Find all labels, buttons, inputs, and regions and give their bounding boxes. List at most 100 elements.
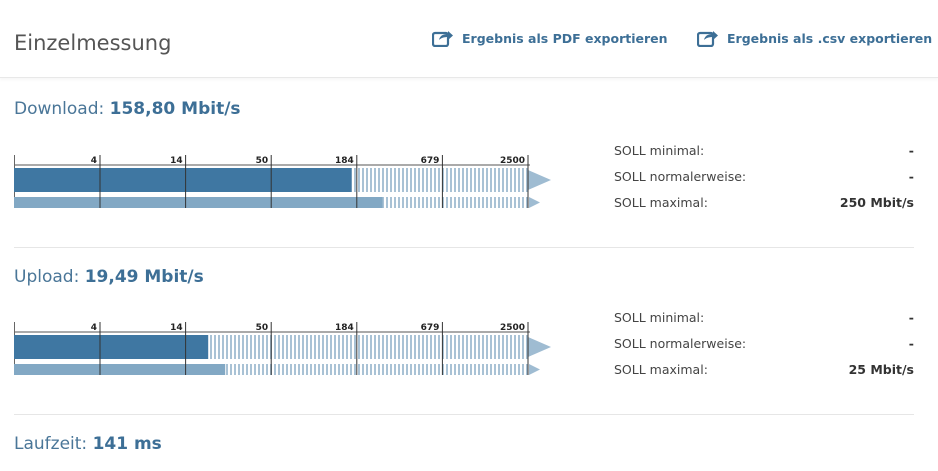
stripe: [462, 197, 464, 208]
stripe: [510, 335, 512, 359]
stripe: [366, 168, 368, 192]
upload-title: Upload: 19,49 Mbit/s: [14, 267, 204, 287]
stripe: [386, 168, 388, 192]
stripe: [446, 168, 448, 192]
stripe: [318, 364, 320, 375]
stripe: [386, 364, 388, 375]
soll-label: SOLL normalerweise:: [614, 169, 747, 184]
soll-label: SOLL minimal:: [614, 143, 705, 158]
soll-value: -: [908, 143, 914, 158]
stripe: [458, 168, 460, 192]
stripe: [442, 197, 444, 208]
stripe: [322, 364, 324, 375]
stripe: [470, 197, 472, 208]
stripe: [438, 364, 440, 375]
stripe: [474, 197, 476, 208]
stripe: [286, 364, 288, 375]
upload-value: 19,49 Mbit/s: [84, 267, 204, 287]
stripe: [506, 335, 508, 359]
stripe: [290, 335, 292, 359]
stripe: [394, 364, 396, 375]
stripe: [350, 364, 352, 375]
stripe: [286, 335, 288, 359]
stripe: [334, 335, 336, 359]
download-title: Download: 158,80 Mbit/s: [14, 99, 241, 119]
stripe: [478, 197, 480, 208]
stripe: [526, 168, 528, 192]
stripe: [522, 335, 524, 359]
download-soll-minimal: SOLL minimal: -: [614, 143, 914, 161]
stripe: [382, 168, 384, 192]
stripe: [522, 364, 524, 375]
scale-arrow: [528, 337, 551, 357]
stripe: [406, 335, 408, 359]
scale-arrow: [528, 170, 551, 190]
scale-tick-label: 2500: [500, 323, 525, 333]
stripe: [430, 168, 432, 192]
stripe: [378, 364, 380, 375]
upload-soll-minimal: SOLL minimal: -: [614, 310, 914, 328]
stripe: [406, 364, 408, 375]
soll-label: SOLL minimal:: [614, 310, 705, 325]
export-pdf-button[interactable]: Ergebnis als PDF exportieren: [432, 29, 668, 47]
stripe: [410, 197, 412, 208]
scale-tick-label: 50: [256, 323, 269, 333]
stripe: [242, 335, 244, 359]
stripe: [346, 364, 348, 375]
download-label: Download:: [14, 99, 105, 119]
soll-value: -: [908, 336, 914, 351]
stripe: [426, 197, 428, 208]
stripe: [498, 168, 500, 192]
stripe: [354, 364, 356, 375]
stripe: [310, 335, 312, 359]
stripe: [510, 197, 512, 208]
stripe: [526, 197, 528, 208]
upload-gauge: 4 14 50 184 679 2500: [14, 322, 551, 375]
stripe: [470, 168, 472, 192]
stripe: [466, 168, 468, 192]
stripe: [390, 364, 392, 375]
stripe: [514, 168, 516, 192]
stripe: [234, 335, 236, 359]
stripe: [390, 197, 392, 208]
section-divider: [14, 247, 914, 248]
stripe: [322, 335, 324, 359]
stripe: [398, 335, 400, 359]
stripe: [414, 197, 416, 208]
stripe: [274, 364, 276, 375]
stripe: [302, 335, 304, 359]
scale-tick-label: 50: [256, 156, 269, 166]
stripe: [486, 197, 488, 208]
stripe: [522, 197, 524, 208]
stripe: [250, 364, 252, 375]
stripe: [514, 197, 516, 208]
stripe: [306, 335, 308, 359]
stripe: [406, 168, 408, 192]
measured-bar: [14, 168, 352, 192]
export-csv-button[interactable]: Ergebnis als .csv exportieren: [697, 29, 932, 47]
scale-tick-label: 184: [335, 156, 354, 166]
stripe: [438, 335, 440, 359]
stripe: [370, 364, 372, 375]
stripe: [282, 335, 284, 359]
stripe: [410, 335, 412, 359]
scale-tick-label: 2500: [500, 156, 525, 166]
stripe: [382, 335, 384, 359]
stripe: [246, 335, 248, 359]
scale-tick-label: 4: [91, 156, 97, 166]
stripe: [506, 197, 508, 208]
stripe: [422, 168, 424, 192]
stripe: [446, 335, 448, 359]
stripe: [330, 335, 332, 359]
stripe: [490, 168, 492, 192]
stripe: [302, 364, 304, 375]
stripe: [482, 197, 484, 208]
stripe: [418, 364, 420, 375]
stripe: [526, 364, 528, 375]
scale-tick-label: 4: [91, 323, 97, 333]
stripe: [514, 335, 516, 359]
stripe: [362, 364, 364, 375]
stripe: [494, 168, 496, 192]
share-export-icon: [697, 31, 718, 47]
stripe: [506, 364, 508, 375]
